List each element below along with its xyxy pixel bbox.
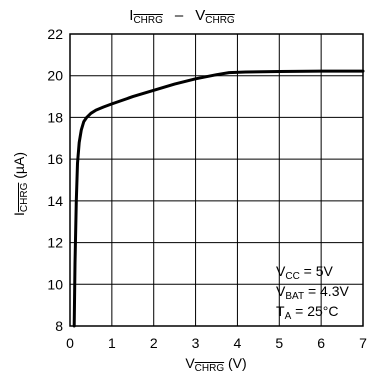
x-tick-label: 0 — [66, 335, 74, 351]
condition-vcc-sub: CC — [285, 271, 299, 282]
title-left-main: I — [129, 7, 133, 24]
plot-frame — [69, 33, 364, 327]
x-axis-label-sub: CHRG — [195, 363, 225, 374]
x-tick-label: 2 — [150, 335, 158, 351]
y-tick-label: 10 — [47, 276, 63, 292]
x-tick-label: 4 — [234, 335, 242, 351]
series-line — [72, 69, 365, 328]
y-tick-label: 16 — [47, 151, 63, 167]
y-tick-label: 18 — [47, 109, 63, 125]
x-tick-label: 5 — [275, 335, 283, 351]
condition-vcc-value: = 5V — [300, 263, 334, 279]
grid — [69, 33, 364, 327]
y-tick-label: 14 — [47, 193, 63, 209]
title-separator: – — [175, 7, 184, 24]
y-axis-label-sub: CHRG — [19, 182, 30, 212]
y-axis-label: ICHRG (µA) — [11, 152, 30, 216]
x-tick-labels: 0 1 2 3 4 5 6 7 — [66, 335, 367, 351]
conditions-block: VCC = 5V VBAT = 4.3V TA = 25°C — [276, 263, 349, 322]
condition-ta-value: = 25°C — [291, 303, 338, 319]
x-tick-label: 1 — [108, 335, 116, 351]
x-axis-label: VCHRG (V) — [185, 355, 246, 374]
title-right-main: V — [195, 7, 205, 24]
y-axis-label-unit: (µA) — [11, 152, 27, 183]
condition-ta-main: T — [276, 303, 285, 319]
y-tick-label: 12 — [47, 235, 63, 251]
condition-vbat-sub: BAT — [285, 291, 304, 302]
condition-vbat-value: = 4.3V — [304, 283, 349, 299]
condition-vbat-main: V — [276, 283, 286, 299]
y-tick-labels: 8 10 12 14 16 18 20 22 — [47, 26, 63, 334]
title-right-sub: CHRG — [205, 15, 235, 26]
condition-ta-sub: A — [285, 311, 292, 322]
condition-vbat: VBAT = 4.3V — [276, 283, 349, 302]
x-tick-label: 7 — [359, 335, 367, 351]
condition-ta: TA = 25°C — [276, 303, 338, 322]
y-axis-label-main: I — [11, 212, 27, 216]
x-tick-label: 6 — [317, 335, 325, 351]
plot-title: ICHRG – VCHRG — [129, 7, 235, 26]
title-left-sub: CHRG — [133, 15, 163, 26]
y-tick-label: 8 — [55, 318, 63, 334]
condition-vcc-main: V — [276, 263, 286, 279]
svg-text:ICHRG–VCHRG: ICHRG – VCHRG — [129, 7, 235, 26]
x-tick-label: 3 — [192, 335, 200, 351]
x-axis-label-unit: (V) — [224, 355, 247, 371]
condition-vcc: VCC = 5V — [276, 263, 334, 282]
y-tick-label: 20 — [47, 68, 63, 84]
x-axis-label-main: V — [185, 355, 195, 371]
y-tick-label: 22 — [47, 26, 63, 42]
